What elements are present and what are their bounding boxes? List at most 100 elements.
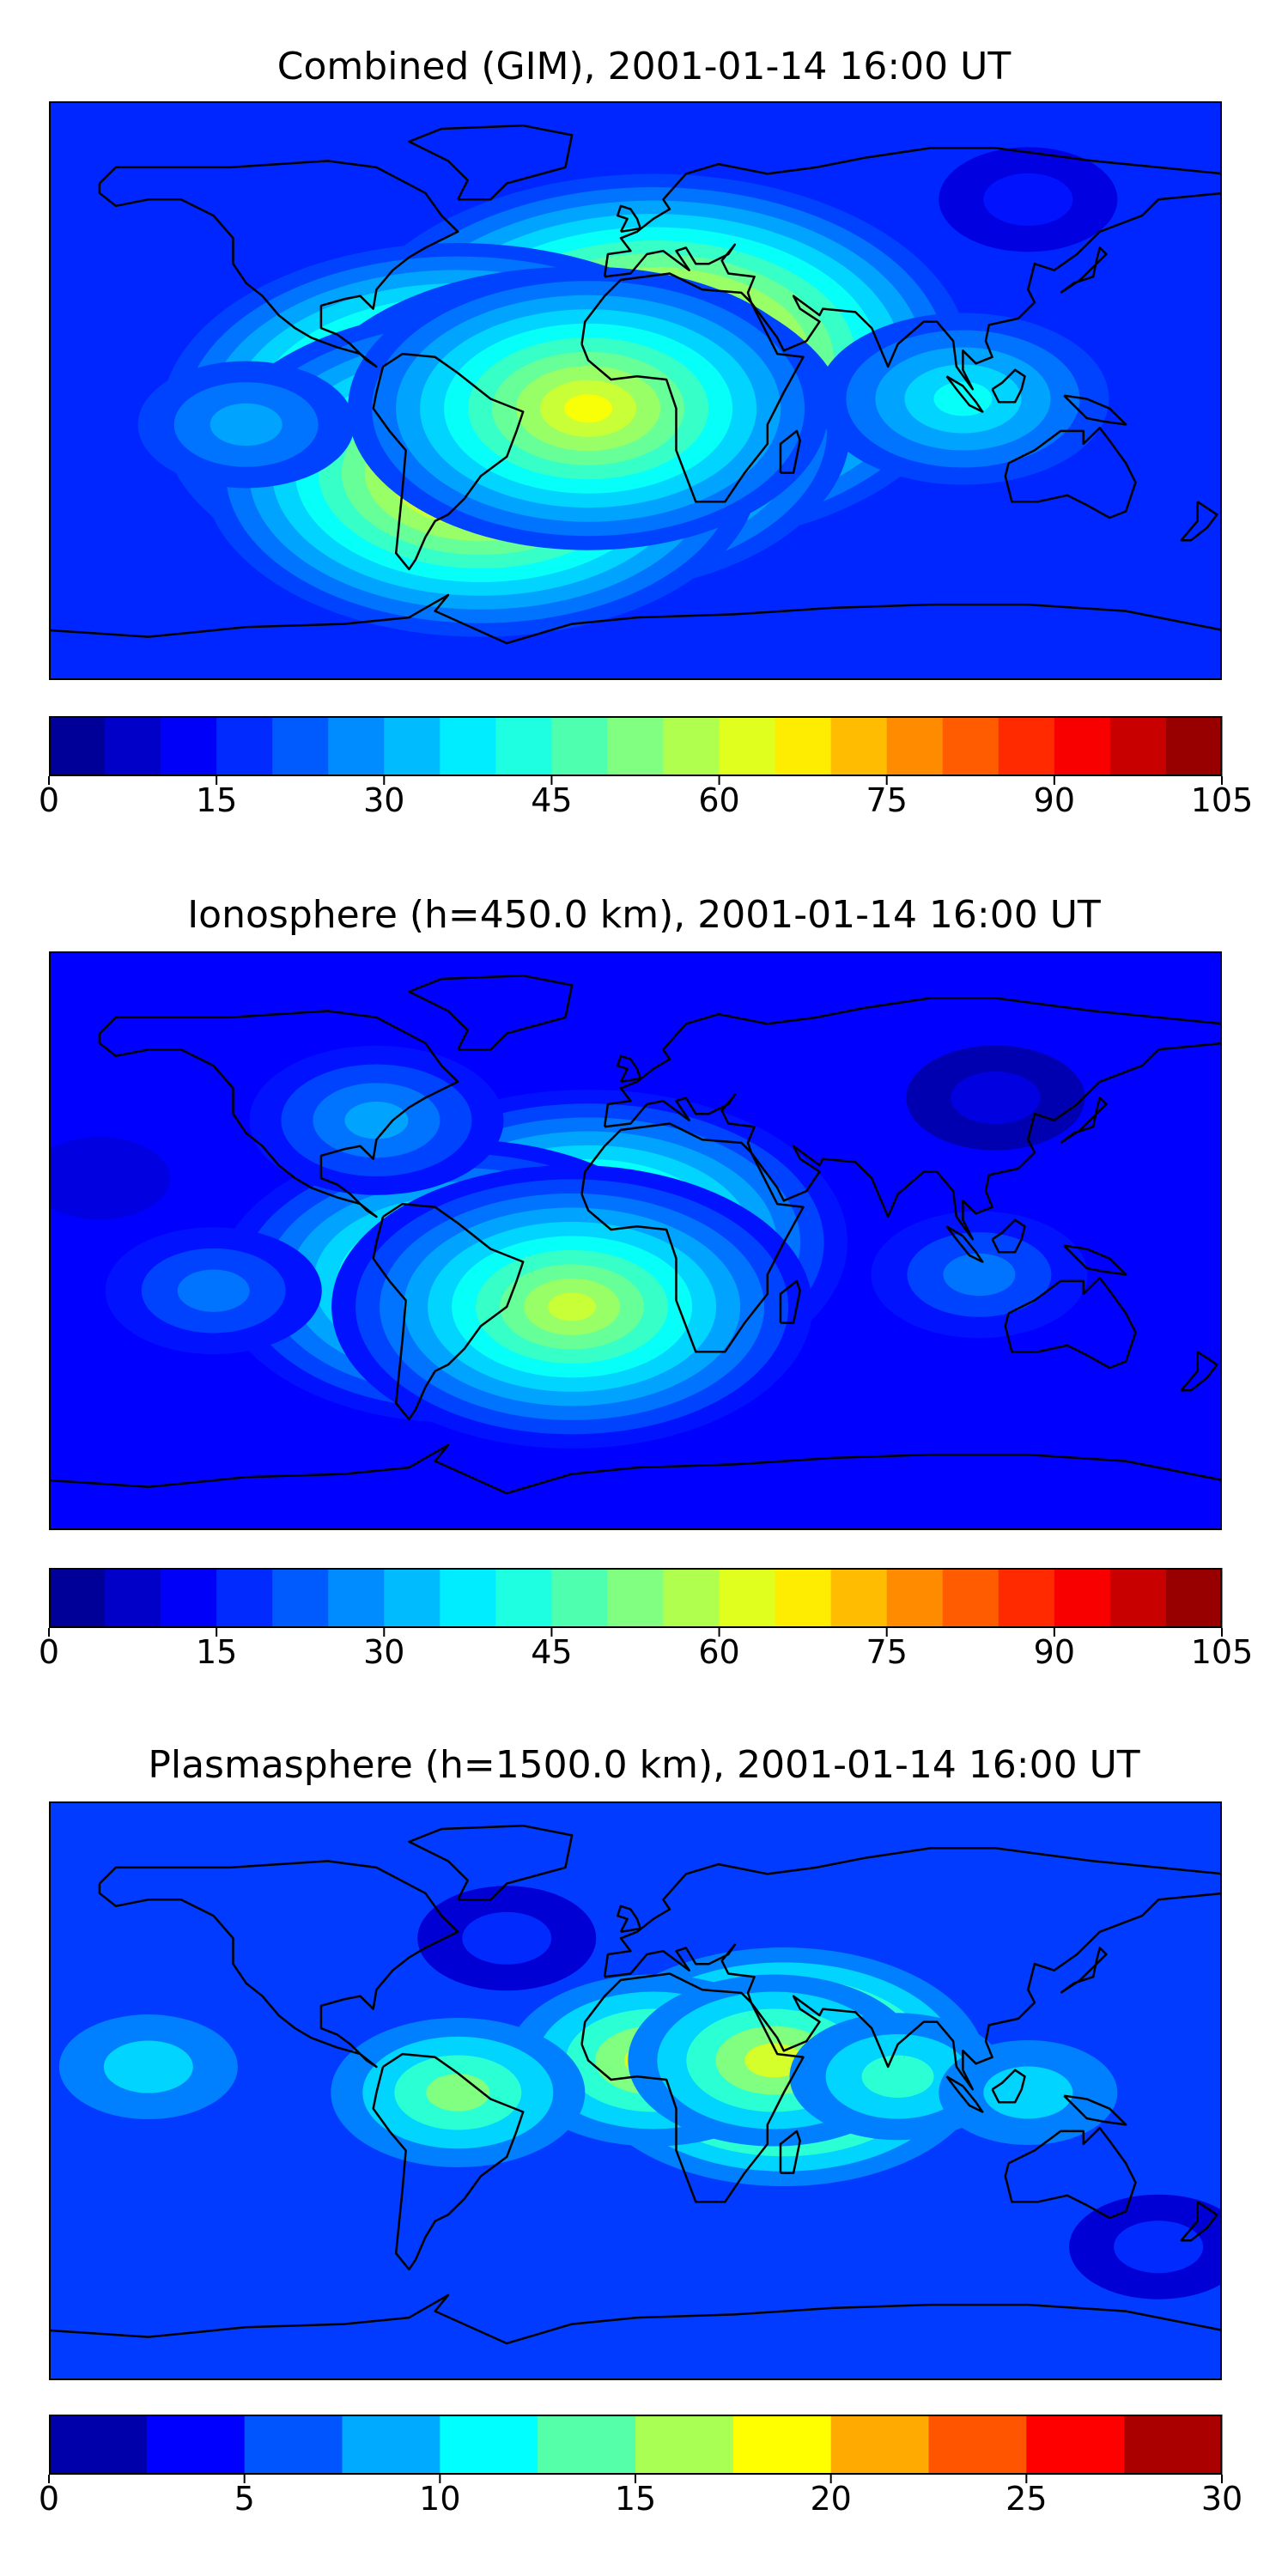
colorbar-bin xyxy=(719,716,776,776)
coastline xyxy=(1060,1097,1108,1144)
coastline xyxy=(408,124,574,201)
colorbar-bin xyxy=(1109,1568,1167,1628)
contour-level xyxy=(426,2074,490,2111)
contour-level xyxy=(564,394,613,423)
coastline xyxy=(1004,2126,1137,2220)
coastline xyxy=(991,2069,1026,2104)
coastline xyxy=(372,2052,525,2271)
colorbar-tick-label: 0 xyxy=(38,781,60,819)
colorbar-tick-label: 5 xyxy=(234,2480,255,2518)
colorbar-bin xyxy=(886,716,944,776)
contour-feature xyxy=(417,1886,597,1991)
colorbar-bin xyxy=(998,1568,1055,1628)
contour-feature xyxy=(939,147,1118,252)
colorbar-bin xyxy=(663,716,720,776)
contour-feature xyxy=(51,1137,170,1220)
colorbar-tick-label: 60 xyxy=(698,1633,740,1671)
contour-feature xyxy=(331,2018,586,2167)
colorbar-bin xyxy=(49,2415,148,2475)
coastline xyxy=(616,1905,642,1934)
colorbar-tick-label: 30 xyxy=(1200,2480,1243,2518)
map-frame xyxy=(49,951,1222,1530)
contour-level xyxy=(861,2055,934,2098)
colorbar-bin xyxy=(775,1568,832,1628)
coastline xyxy=(51,593,1220,645)
colorbar-tick-label: 20 xyxy=(810,2480,852,2518)
colorbar-bin xyxy=(161,716,217,776)
colorbar-bin xyxy=(1054,1568,1111,1628)
coastline xyxy=(372,1202,525,1421)
contour-level xyxy=(951,1072,1041,1124)
colorbar-frame xyxy=(49,2415,1222,2475)
coastline xyxy=(580,272,805,503)
colorbar-bin xyxy=(830,2415,930,2475)
colorbar-bin xyxy=(719,1568,776,1628)
colorbar-bin xyxy=(551,716,609,776)
colorbar-tick-label: 0 xyxy=(38,1633,60,1671)
chart-title: Combined (GIM), 2001-01-14 16:00 UT xyxy=(276,45,1012,88)
colorbar-tick-label: 30 xyxy=(363,1633,405,1671)
coastline xyxy=(580,1972,805,2203)
colorbar-tick-label: 90 xyxy=(1033,1633,1076,1671)
contour-level xyxy=(210,403,283,447)
coastline xyxy=(945,375,984,413)
contour-level xyxy=(983,2066,1073,2119)
colorbar-tick-label: 45 xyxy=(531,1633,573,1671)
colorbar-bin xyxy=(216,716,273,776)
colorbar-bin xyxy=(216,1568,273,1628)
coastline xyxy=(991,368,1026,404)
colorbar-bin xyxy=(146,2415,246,2475)
colorbar-bin xyxy=(244,2415,343,2475)
colorbar-bin xyxy=(1026,2415,1125,2475)
colorbar-tick-label: 45 xyxy=(531,781,573,819)
coastline xyxy=(1063,394,1127,426)
colorbar-bin xyxy=(732,2415,832,2475)
contour-feature xyxy=(331,1164,813,1449)
coastline xyxy=(1060,246,1108,294)
colorbar-tick-label: 25 xyxy=(1005,2480,1048,2518)
coastline xyxy=(616,1054,642,1084)
contour-level xyxy=(103,2040,193,2093)
colorbar-bin xyxy=(440,1568,496,1628)
colorbar-tick-label: 0 xyxy=(38,2480,60,2518)
colorbar-bin xyxy=(272,1568,329,1628)
colorbar-bin xyxy=(928,2415,1027,2475)
contour-feature xyxy=(137,361,355,489)
colorbar-tick-label: 90 xyxy=(1033,781,1076,819)
contour-level xyxy=(983,173,1073,226)
colorbar-bin xyxy=(105,716,161,776)
colorbar-bin xyxy=(495,1568,553,1628)
colorbar-bin xyxy=(161,1568,217,1628)
coastline xyxy=(1063,2094,1127,2126)
colorbar-tick-label: 15 xyxy=(614,2480,657,2518)
colorbar-bin xyxy=(342,2415,440,2475)
colorbar-bin xyxy=(942,1568,999,1628)
contour-feature xyxy=(105,1227,322,1355)
heatmap-svg xyxy=(51,953,1220,1528)
coastline xyxy=(945,2075,984,2113)
map-frame xyxy=(49,101,1222,680)
colorbar-tick-label: 60 xyxy=(698,781,740,819)
colorbar-tick-label: 10 xyxy=(419,2480,461,2518)
coastline xyxy=(408,1824,574,1901)
colorbar-bin xyxy=(328,716,385,776)
colorbar-svg xyxy=(48,2415,1223,2483)
coastline xyxy=(603,147,1220,391)
coastline xyxy=(98,160,459,368)
colorbar xyxy=(48,2415,1223,2483)
colorbar-bin xyxy=(775,716,832,776)
coastline xyxy=(98,1860,459,2069)
colorbar-bin xyxy=(1165,1568,1223,1628)
coastline xyxy=(1060,1947,1108,1994)
colorbar-bin xyxy=(49,716,106,776)
coastline xyxy=(779,1279,801,1324)
colorbar-svg xyxy=(48,716,1223,785)
contour-feature xyxy=(939,2040,1118,2145)
colorbar-bin xyxy=(384,716,440,776)
colorbar-tick-label: 105 xyxy=(1190,781,1254,819)
colorbar-bin xyxy=(998,716,1055,776)
coastline xyxy=(1180,1351,1218,1392)
chart-title: Ionosphere (h=450.0 km), 2001-01-14 16:0… xyxy=(187,893,1101,937)
colorbar-bin xyxy=(1054,716,1111,776)
coastline xyxy=(98,1010,459,1218)
